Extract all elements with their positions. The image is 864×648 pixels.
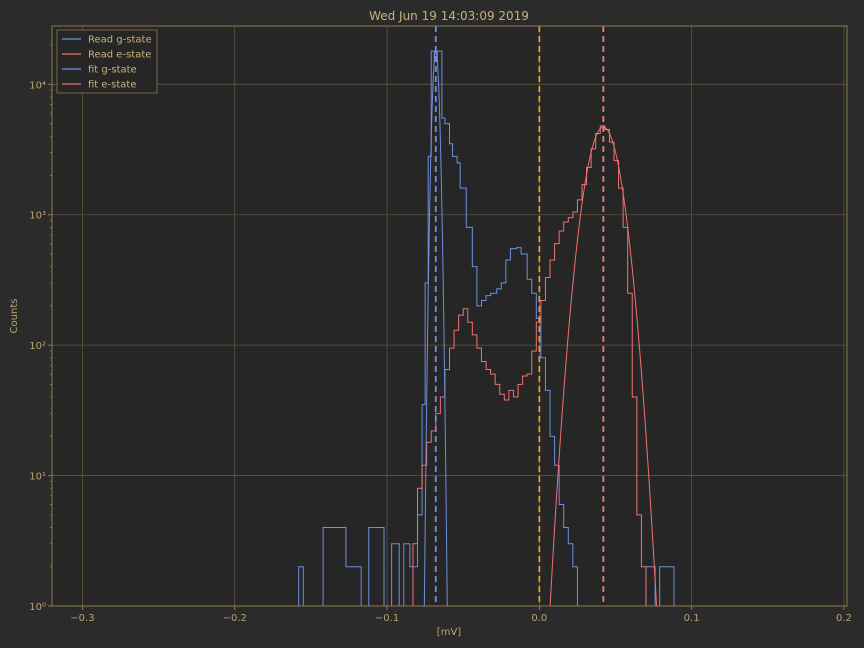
x-tick-label: −0.1 [375, 613, 399, 624]
legend-entry: Read e-state [88, 50, 151, 61]
grid-lines [52, 26, 847, 606]
y-tick-label: 10⁰ [29, 602, 46, 613]
x-tick-label: 0.0 [531, 613, 547, 624]
x-tick-label: 0.2 [836, 613, 852, 624]
y-tick-label: 10² [29, 341, 46, 352]
y-axis-label: Counts [9, 299, 20, 334]
chart-title: Wed Jun 19 14:03:09 2019 [369, 9, 529, 23]
legend-entry: Read g-state [88, 35, 152, 46]
legend: Read g-state Read e-state fit g-state fit e… [56, 29, 158, 94]
axes-area [52, 26, 847, 606]
axis-ticks: −0.3 −0.2 −0.1 0.0 0.1 0.2 10⁰ 10¹ 10² 10³ 10⁴ [29, 44, 852, 624]
y-tick-label: 10¹ [29, 472, 46, 483]
marker-lines [434, 26, 605, 606]
y-tick-label: 10⁴ [29, 80, 46, 91]
x-axis-label: [mV] [437, 627, 461, 638]
legend-entry: fit e-state [88, 80, 137, 91]
series-read-e-state [412, 125, 656, 606]
x-tick-label: 0.1 [684, 613, 700, 624]
series-read-g-state [298, 50, 675, 606]
legend-box [56, 29, 158, 94]
legend-entry: fit g-state [88, 65, 137, 76]
axes-frame [51, 25, 848, 607]
x-tick-label: −0.3 [70, 613, 94, 624]
y-tick-label: 10³ [29, 211, 46, 222]
x-tick-label: −0.2 [223, 613, 247, 624]
